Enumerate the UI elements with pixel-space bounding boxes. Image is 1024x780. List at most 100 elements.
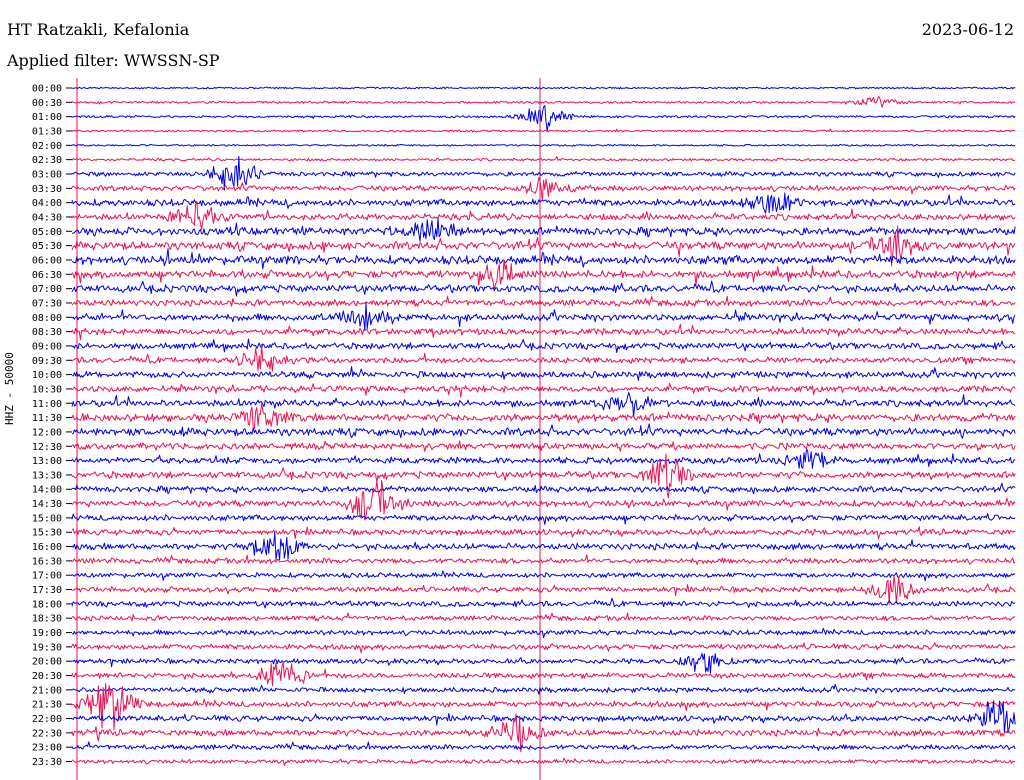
seismic-trace-0730 (71, 295, 1016, 307)
time-tick-label: 07:30 (32, 298, 62, 309)
seismic-trace-1130 (71, 403, 1016, 430)
time-tick-label: 16:30 (32, 556, 62, 567)
seismic-trace-0230 (71, 156, 1016, 162)
time-tick-label: 08:00 (32, 313, 62, 324)
time-tick-label: 01:00 (32, 112, 62, 123)
time-tick-label: 19:00 (32, 628, 62, 639)
time-tick-label: 10:30 (32, 384, 62, 395)
time-tick-label: 23:00 (32, 743, 62, 754)
seismic-trace-1800 (71, 597, 1016, 609)
time-tick-label: 13:30 (32, 470, 62, 481)
time-tick-label: 02:00 (32, 141, 62, 152)
seismic-trace-2000 (71, 653, 1016, 674)
time-tick-label: 05:30 (32, 241, 62, 252)
time-tick-label: 08:30 (32, 327, 62, 338)
seismic-trace-0700 (71, 280, 1016, 297)
time-tick-label: 12:00 (32, 427, 62, 438)
seismic-trace-1900 (71, 627, 1016, 639)
seismic-trace-0200 (71, 143, 1016, 147)
time-tick-label: 02:30 (32, 155, 62, 166)
time-tick-label: 06:30 (32, 270, 62, 281)
time-tick-label: 18:00 (32, 599, 62, 610)
time-tick-label: 20:00 (32, 657, 62, 668)
seismic-trace-0530 (71, 225, 1016, 267)
time-tick-label: 03:30 (32, 184, 62, 195)
seismic-trace-1730 (71, 575, 1016, 605)
seismic-trace-0630 (71, 259, 1016, 291)
time-tick-label: 13:00 (32, 456, 62, 467)
time-tick-label: 10:00 (32, 370, 62, 381)
seismic-trace-1630 (71, 554, 1016, 566)
seismic-trace-1830 (71, 612, 1016, 622)
seismic-trace-0330 (71, 176, 1016, 201)
seismic-trace-1100 (71, 392, 1016, 418)
time-tick-label: 19:30 (32, 642, 62, 653)
seismic-trace-0800 (71, 302, 1016, 331)
seismic-trace-2030 (71, 661, 1016, 687)
time-tick-label: 03:00 (32, 169, 62, 180)
seismic-trace-2330 (71, 757, 1016, 767)
time-tick-label: 17:30 (32, 585, 62, 596)
time-tick-label: 00:30 (32, 98, 62, 109)
seismic-trace-1030 (71, 382, 1016, 398)
time-tick-label: 21:30 (32, 700, 62, 711)
time-tick-label: 23:30 (32, 757, 62, 768)
time-tick-label: 04:00 (32, 198, 62, 209)
seismic-trace-0930 (71, 343, 1016, 372)
seismic-trace-1000 (72, 366, 1016, 381)
time-tick-label: 07:00 (32, 284, 62, 295)
time-tick-label: 14:00 (32, 485, 62, 496)
seismic-trace-0000 (71, 86, 1016, 90)
seismic-trace-1200 (71, 423, 1016, 439)
seismic-trace-0600 (71, 248, 1016, 270)
time-tick-label: 09:00 (32, 341, 62, 352)
time-tick-label: 16:00 (32, 542, 62, 553)
time-tick-label: 18:30 (32, 614, 62, 625)
seismic-trace-2200 (71, 700, 1016, 734)
time-tick-label: 22:30 (32, 728, 62, 739)
seismic-trace-1430 (71, 480, 1016, 521)
seismic-trace-0900 (71, 338, 1016, 353)
seismic-trace-1400 (71, 482, 1016, 495)
time-tick-label: 15:30 (32, 528, 62, 539)
seismic-trace-0130 (71, 128, 1016, 133)
seismic-trace-0500 (71, 217, 1016, 242)
time-tick-label: 22:00 (32, 714, 62, 725)
time-tick-label: 06:00 (32, 255, 62, 266)
station-title: HT Ratzakli, Kefalonia (7, 20, 190, 39)
time-tick-label: 15:00 (32, 513, 62, 524)
seismic-trace-0430 (71, 201, 1016, 231)
time-tick-label: 01:30 (32, 126, 62, 137)
seismic-trace-0300 (71, 155, 1016, 191)
time-tick-label: 21:00 (32, 685, 62, 696)
seismic-trace-2300 (71, 741, 1016, 752)
time-tick-label: 12:30 (32, 442, 62, 453)
seismic-trace-0030 (71, 96, 1016, 108)
filter-label: Applied filter: WWSSN-SP (7, 51, 220, 70)
date-label: 2023-06-12 (921, 20, 1014, 39)
seismic-trace-1300 (71, 449, 1016, 469)
seismic-trace-1530 (71, 526, 1016, 540)
time-tick-label: 05:00 (32, 227, 62, 238)
time-tick-label: 00:00 (32, 84, 62, 95)
seismic-trace-1930 (71, 642, 1016, 654)
time-tick-label: 20:30 (32, 671, 62, 682)
seismic-trace-1330 (71, 453, 1016, 499)
seismic-trace-1600 (71, 532, 1016, 561)
time-tick-label: 17:00 (32, 571, 62, 582)
seismic-trace-1500 (71, 513, 1016, 525)
time-tick-label: 04:30 (32, 212, 62, 223)
seismic-trace-1700 (71, 570, 1016, 582)
seismic-trace-0400 (71, 192, 1016, 214)
seismic-trace-2230 (71, 713, 1016, 753)
time-tick-label: 09:30 (32, 356, 62, 367)
seismic-trace-0100 (71, 105, 1016, 132)
seismic-trace-2100 (71, 683, 1016, 695)
seismic-trace-2130 (71, 683, 1016, 731)
time-tick-label: 14:30 (32, 499, 62, 510)
time-tick-label: 11:00 (32, 399, 62, 410)
seismic-trace-1230 (71, 440, 1016, 452)
seismic-trace-0830 (71, 323, 1016, 341)
time-tick-label: 11:30 (32, 413, 62, 424)
